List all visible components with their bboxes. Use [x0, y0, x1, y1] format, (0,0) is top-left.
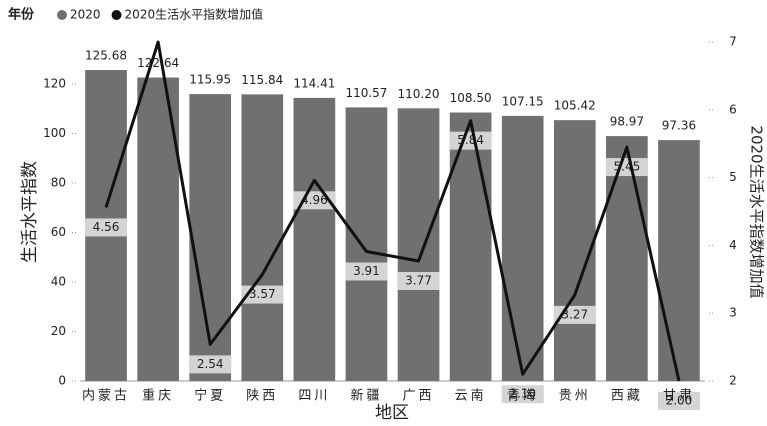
line-value-label: 4.56 — [93, 220, 120, 234]
x-tick-label: 云南 — [455, 388, 487, 404]
x-tick-label: 陕西 — [246, 389, 278, 404]
line-value-label: 3.77 — [405, 273, 432, 287]
y-axis-title: 生活水平指数 — [20, 161, 40, 263]
legend-label: 2020生活水平指数增加值 — [125, 7, 264, 22]
bar — [293, 97, 336, 381]
bar-value-label: 108.50 — [450, 91, 492, 105]
y2-tick-label: 2 — [729, 374, 737, 388]
y2-tick-label: 7 — [729, 35, 737, 49]
legend-title: 年份 — [8, 7, 35, 23]
line-value-label: 2.10 — [509, 387, 536, 401]
bar-value-label: 110.57 — [345, 86, 387, 100]
bar-value-label: 98.97 — [610, 115, 644, 129]
x-tick-label: 西藏 — [611, 389, 643, 404]
bar-value-label: 125.68 — [85, 49, 127, 63]
legend-label: 2020 — [70, 8, 101, 22]
x-tick-label: 新疆 — [350, 388, 382, 404]
line-label-box — [501, 385, 544, 404]
line-value-label: 3.27 — [561, 307, 588, 321]
bar — [658, 140, 700, 381]
y2-tick-label: 4 — [729, 238, 737, 252]
legend-swatch — [111, 10, 122, 20]
x-tick-label: 四川 — [298, 389, 330, 404]
y2-tick-label: 5 — [729, 170, 737, 184]
bar — [501, 115, 544, 381]
line-label-box — [345, 262, 388, 281]
bar — [553, 120, 596, 381]
line-value-label: 3.57 — [249, 287, 276, 301]
bar-value-label: 114.41 — [293, 76, 335, 90]
bar — [606, 136, 648, 381]
line-label-box — [605, 158, 648, 177]
x-axis-title: 地区 — [375, 403, 409, 423]
y2-tick-label: 6 — [729, 102, 737, 116]
x-tick-label: 内蒙古 — [82, 388, 130, 404]
x-tick-label: 甘肃 — [663, 389, 695, 404]
bar-value-label: 97.36 — [662, 119, 696, 133]
x-tick-label: 青海 — [507, 389, 539, 404]
line-label-box — [397, 271, 440, 290]
bar — [241, 94, 284, 382]
x-tick-label: 宁夏 — [194, 388, 226, 404]
y-tick-label: 0 — [58, 374, 66, 388]
x-tick-label: 重庆 — [142, 388, 174, 404]
bar — [189, 94, 232, 382]
y-tick-label: 120 — [43, 77, 66, 91]
line-label-box — [85, 218, 128, 237]
y-tick-label: 100 — [43, 126, 66, 140]
bar — [345, 107, 388, 381]
bar-value-label: 105.42 — [554, 99, 596, 113]
line-label-box — [657, 392, 700, 410]
bar-value-label: 107.15 — [502, 94, 544, 108]
x-tick-label: 贵州 — [559, 389, 591, 404]
bar-value-label: 122.64 — [137, 56, 179, 70]
x-tick-label: 广西 — [403, 389, 435, 404]
y2-tick-label: 3 — [729, 306, 737, 320]
line-value-label: 4.96 — [301, 193, 328, 207]
line-value-label: 2.00 — [666, 394, 693, 408]
bar — [397, 108, 440, 381]
line — [104, 40, 681, 382]
bar-value-label: 115.95 — [189, 73, 231, 87]
y-tick-label: 40 — [51, 275, 66, 289]
bar — [449, 112, 492, 381]
line-value-label: 2.54 — [197, 357, 224, 371]
line-label-box — [189, 355, 232, 374]
bar-value-label: 115.84 — [241, 73, 283, 87]
y-tick-label: 60 — [51, 225, 66, 239]
bar-value-label: 110.20 — [398, 87, 440, 101]
legend-swatch — [57, 10, 67, 20]
y2-axis-title: 2020生活水平指数增加值 — [748, 125, 766, 298]
line-value-label: 3.91 — [353, 264, 380, 278]
y-tick-label: 20 — [51, 324, 66, 338]
y-tick-label: 80 — [51, 176, 66, 190]
